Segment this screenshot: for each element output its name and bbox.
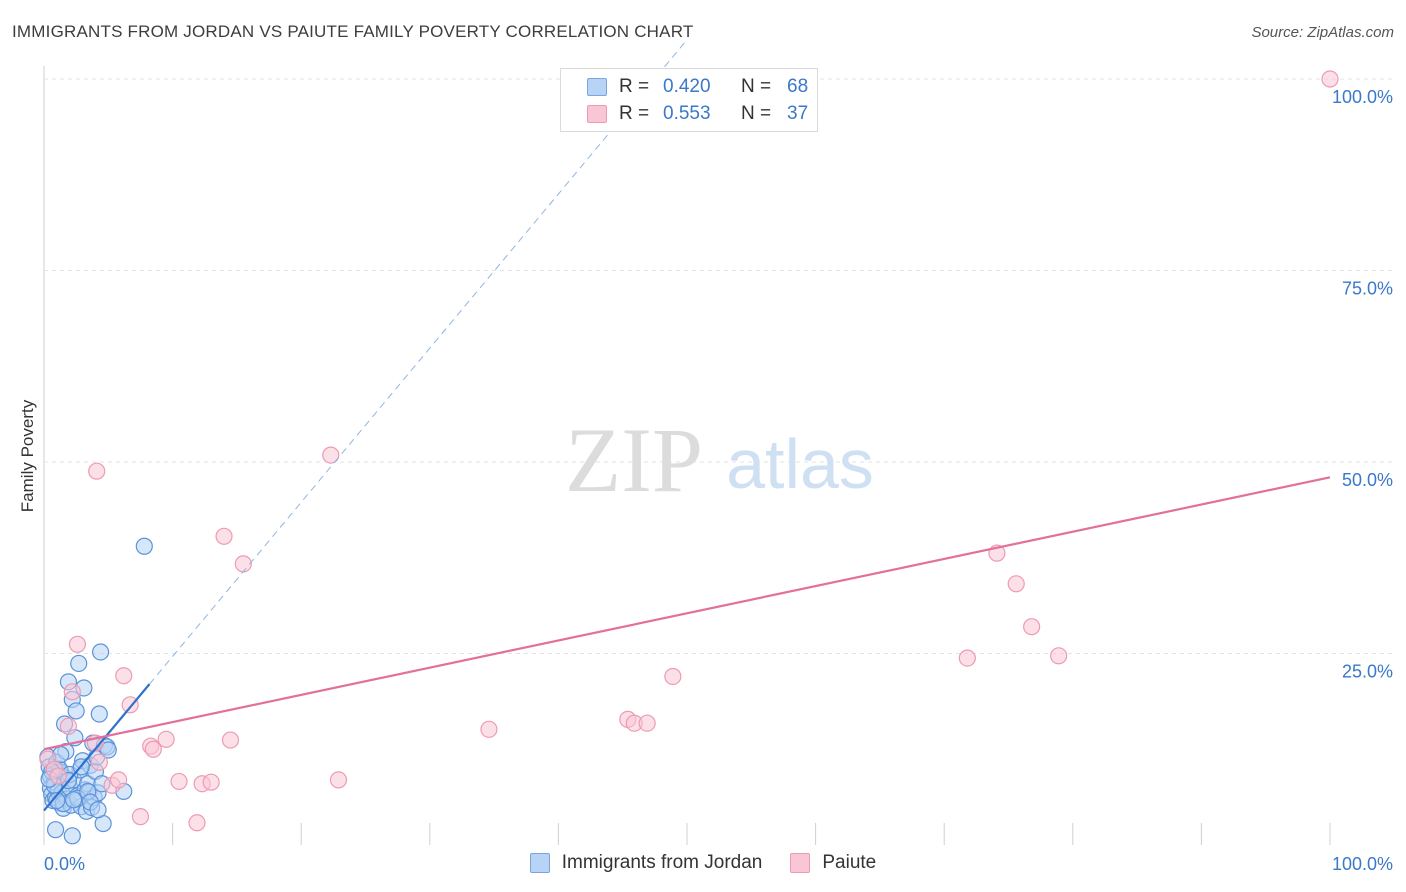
legend-item-jordan[interactable]: Immigrants from Jordan [529,852,763,874]
point-paiute [664,667,682,686]
series-legend: Immigrants from Jordan Paiute [0,852,1406,874]
legend-r-value-jordan: 0.420 [663,76,711,97]
point-paiute [1321,70,1339,88]
legend-swatch-jordan [587,78,607,96]
point-paiute [131,808,150,826]
legend-n-label: N = [741,76,772,97]
grid [43,66,1392,845]
y-tick-label: 25.0% [1342,662,1393,682]
legend-n-label: N = [741,103,772,124]
point-jordan [90,705,108,723]
point-paiute [59,717,78,735]
point-jordan [89,801,107,819]
legend-swatch-paiute [790,853,811,873]
point-jordan [63,827,81,845]
legend-label-jordan: Immigrants from Jordan [561,852,763,873]
point-paiute [1023,618,1041,636]
point-paiute [109,771,128,789]
point-paiute [63,683,81,701]
x-tick-label: 100.0% [1332,854,1393,874]
legend-row-jordan: R = 0.420 N = 68 [587,76,808,98]
point-paiute [215,527,233,545]
point-paiute [1050,647,1068,665]
point-paiute [88,462,106,480]
trend-line-paiute [43,476,1331,751]
legend-n-value-jordan: 68 [787,76,809,97]
point-paiute [221,731,240,749]
point-paiute [188,814,206,832]
legend-item-paiute[interactable]: Paiute [790,852,876,874]
y-tick-label: 100.0% [1332,87,1393,107]
tick-labels: 100.0% 75.0% 50.0% 25.0% 0.0% 100.0% [44,87,1393,874]
x-tick-label: 0.0% [44,854,85,874]
legend-r-label: R = [619,103,650,124]
y-tick-label: 50.0% [1342,470,1393,490]
legend-r-label: R = [619,76,650,97]
point-paiute [115,667,133,685]
point-paiute [68,635,87,653]
point-paiute [202,773,220,791]
legend-label-paiute: Paiute [822,852,877,873]
point-paiute [329,771,348,789]
point-paiute [234,555,252,573]
point-jordan [135,537,153,555]
trend-line-jordan [43,683,151,812]
chart-title: IMMIGRANTS FROM JORDAN VS PAIUTE FAMILY … [12,22,694,41]
point-paiute [157,730,175,748]
point-jordan [91,643,110,661]
trend-lines [43,39,1331,812]
y-tick-label: 75.0% [1342,279,1393,299]
point-jordan [48,791,66,810]
point-jordan [67,702,85,720]
trend-extension-jordan [149,39,688,685]
point-paiute [480,720,498,738]
point-jordan [46,821,65,839]
stats-legend: R = 0.420 N = 68 R = 0.553 N = 37 [560,68,818,132]
source-credit: Source: ZipAtlas.com [1251,24,1394,41]
legend-swatch-paiute [587,105,607,123]
watermark-atlas: atlas [726,425,874,503]
point-jordan [64,791,83,809]
legend-r-value-paiute: 0.553 [663,103,711,124]
watermark: ZIP atlas [565,409,874,511]
legend-swatch-jordan [529,853,550,873]
point-paiute [90,753,108,771]
point-jordan [70,654,88,673]
point-paiute [322,446,340,464]
point-paiute [958,649,976,667]
point-paiute [1007,575,1025,593]
point-paiute [49,767,67,785]
point-paiute [144,740,162,758]
point-paiute [170,772,188,791]
legend-n-value-paiute: 37 [787,103,809,124]
watermark-zip: ZIP [565,409,703,511]
point-paiute [638,714,656,732]
legend-row-paiute: R = 0.553 N = 37 [587,103,808,125]
